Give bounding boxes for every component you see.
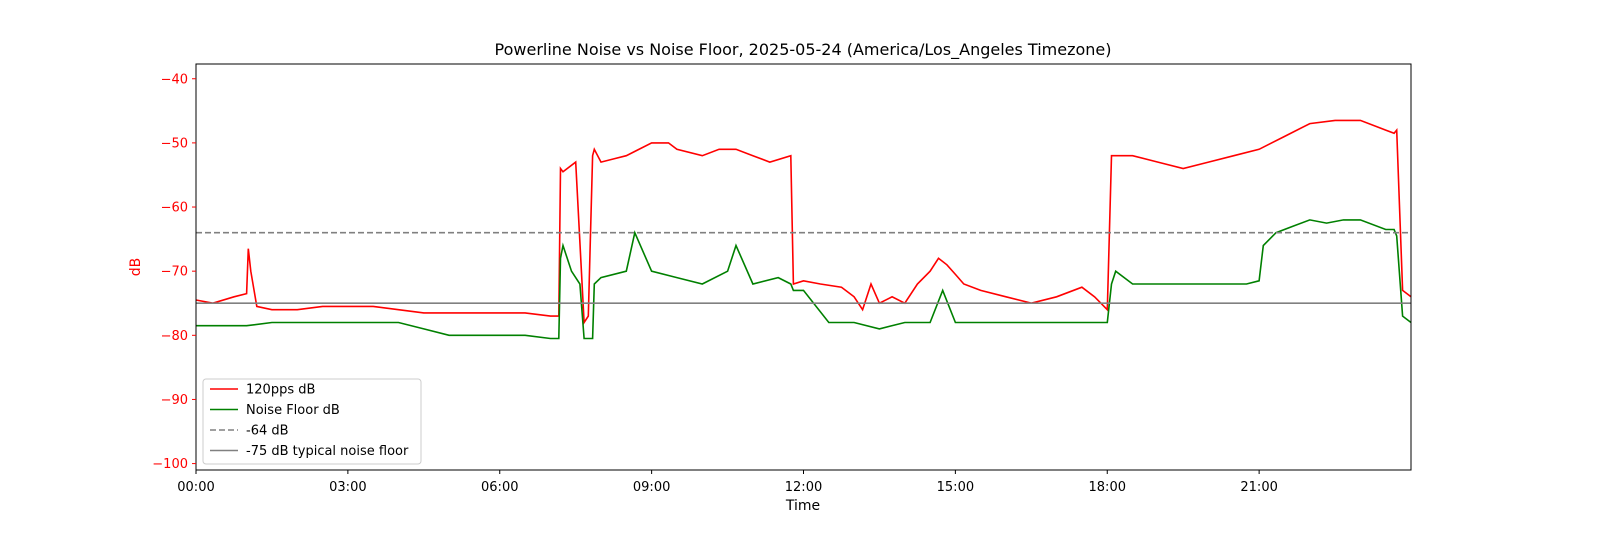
y-tick-label: −100 <box>152 457 188 472</box>
x-tick-label: 21:00 <box>1240 480 1277 495</box>
x-axis-title: Time <box>785 498 820 514</box>
chart-title: Powerline Noise vs Noise Floor, 2025-05-… <box>495 40 1112 60</box>
legend-box <box>202 378 422 465</box>
x-tick-label: 18:00 <box>1089 480 1126 495</box>
legend-label: -64 dB <box>246 424 289 439</box>
legend: 120pps dB Noise Floor dB -64 dB -75 dB typi… <box>202 378 422 465</box>
x-tick-label: 09:00 <box>633 480 670 495</box>
legend-label: Noise Floor dB <box>246 403 340 418</box>
x-tick-label: 06:00 <box>481 480 518 495</box>
x-tick-label: 00:00 <box>177 480 214 495</box>
x-tick-label: 12:00 <box>785 480 822 495</box>
legend-label: 120pps dB <box>246 383 315 398</box>
x-axis: 00:00 03:00 06:00 09:00 12:00 15:00 18:00 21:00 <box>177 470 1278 495</box>
x-tick-label: 03:00 <box>329 480 366 495</box>
legend-label: -75 dB typical noise floor <box>246 444 409 459</box>
y-tick-label: −50 <box>161 136 188 151</box>
series-line-1 <box>195 119 1412 325</box>
y-tick-label: −40 <box>161 72 188 87</box>
y-tick-label: −60 <box>161 201 188 216</box>
series-line-2 <box>196 219 1412 340</box>
y-axis: −40 −50 −60 −70 −80 −90 −100 <box>152 72 196 472</box>
y-tick-label: −70 <box>161 265 188 280</box>
y-axis-title: dB <box>128 258 144 277</box>
x-tick-label: 15:00 <box>937 480 974 495</box>
plot-area <box>195 119 1412 340</box>
y-tick-label: −80 <box>161 329 188 344</box>
y-tick-label: −90 <box>161 393 188 408</box>
